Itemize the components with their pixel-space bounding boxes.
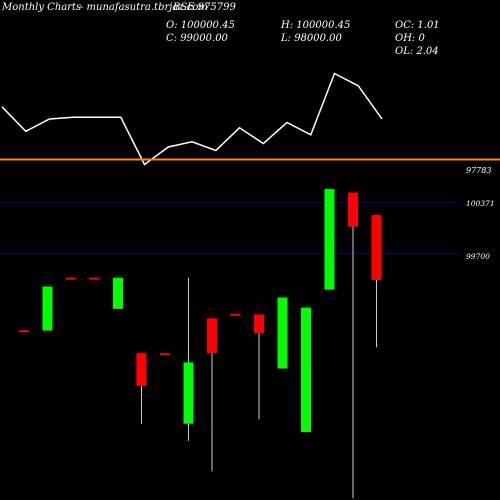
high-value: H: 100000.45 bbox=[281, 20, 351, 31]
candle-down bbox=[348, 192, 358, 227]
candle-up bbox=[324, 189, 335, 290]
line-panel bbox=[1, 72, 383, 166]
candle-down bbox=[160, 353, 170, 356]
candle-down bbox=[254, 314, 264, 334]
low-value: L: 98000.00 bbox=[281, 33, 342, 44]
candlestick-panel bbox=[19, 189, 382, 499]
candle-up bbox=[277, 297, 288, 369]
site-name: - munafasutra.tbrjaz.com bbox=[80, 2, 208, 13]
candle-down bbox=[371, 215, 382, 280]
y-tick-label: 99700 bbox=[466, 252, 490, 261]
candle-down bbox=[207, 318, 217, 354]
open-value: O: 100000.45 bbox=[166, 20, 235, 31]
level-label: 97783 bbox=[466, 166, 491, 175]
candle-down bbox=[89, 277, 100, 280]
candle-down bbox=[136, 353, 147, 387]
ol-value: OL: 2.04 bbox=[395, 46, 439, 57]
y-tick-label: 100371 bbox=[466, 199, 495, 208]
series-line bbox=[1, 72, 383, 166]
candle-up bbox=[42, 286, 53, 331]
candle-down bbox=[230, 313, 241, 316]
symbol-label: BSE 975799 bbox=[173, 2, 236, 13]
candle-down bbox=[66, 277, 76, 280]
chart-title: Monthly Charts bbox=[2, 2, 82, 13]
candle-up bbox=[301, 307, 311, 433]
candle-up bbox=[113, 277, 123, 309]
candle-down bbox=[19, 330, 29, 333]
candle-up bbox=[183, 362, 194, 424]
close-value: C: 99000.00 bbox=[166, 33, 228, 44]
oh-value: OH: 0 bbox=[395, 33, 425, 44]
oc-value: OC: 1.01 bbox=[395, 20, 440, 31]
